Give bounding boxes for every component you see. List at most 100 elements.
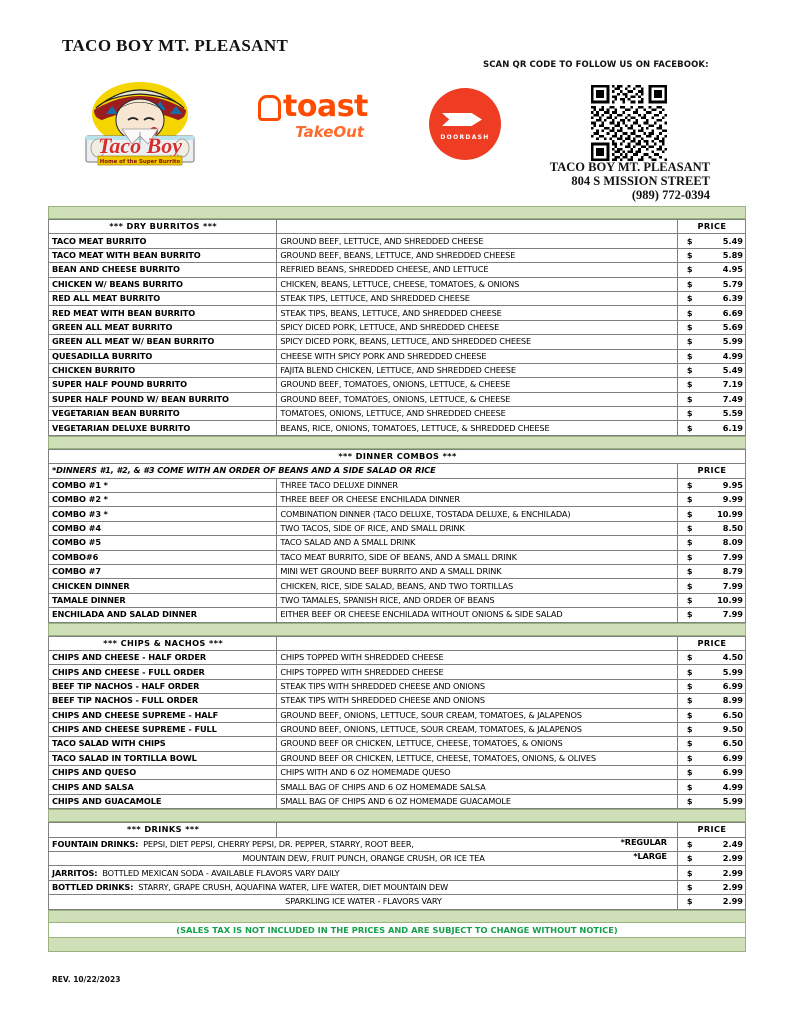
item-price: $9.50	[676, 721, 747, 738]
drink-row[interactable]: BOTTLED DRINKS: STARRY, GRAPE CRUSH, AQU…	[48, 879, 747, 896]
item-price: $5.69	[676, 319, 747, 336]
section-header-row: *** CHIPS & NACHOS *** PRICE	[47, 635, 747, 651]
item-description: STEAK TIPS, LETTUCE, AND SHREDDED CHEESE	[276, 290, 678, 307]
item-description: CHEESE WITH SPICY PORK AND SHREDDED CHEE…	[276, 348, 678, 364]
item-price: $2.99	[676, 894, 747, 910]
price-column-header: PRICE	[676, 218, 747, 235]
toast-takeout-logo: toast TakeOut	[258, 92, 368, 154]
menu-item-row[interactable]: CHICKEN BURRITO FAJITA BLEND CHICKEN, LET…	[47, 362, 747, 379]
menu-item-row[interactable]: CHIPS AND GUACAMOLE SMALL BAG OF CHIPS AN…	[47, 793, 747, 810]
menu-item-row[interactable]: VEGETARIAN DELUXE BURRITO BEANS, RICE, ON…	[47, 420, 747, 436]
menu-item-row[interactable]: BEEF TIP NACHOS - FULL ORDER STEAK TIPS W…	[47, 693, 747, 709]
drink-row[interactable]: MOUNTAIN DEW, FRUIT PUNCH, ORANGE CRUSH,…	[48, 851, 747, 867]
currency-symbol: $	[686, 881, 693, 892]
currency-symbol: $	[686, 379, 693, 390]
menu-item-row[interactable]: COMBO #2 * THREE BEEF OR CHEESE ENCHILADA…	[47, 492, 747, 508]
menu-item-row[interactable]: COMBO #1 * THREE TACO DELUXE DINNER $9.95	[47, 477, 747, 494]
menu-item-row[interactable]: BEAN AND CHEESE BURRITO REFRIED BEANS, SH…	[47, 262, 747, 278]
drink-category-label: BOTTLED DRINKS:	[52, 881, 134, 892]
item-name: SUPER HALF POUND W/ BEAN BURRITO	[47, 391, 278, 408]
currency-symbol: $	[686, 422, 693, 433]
currency-symbol: $	[686, 293, 693, 304]
scan-qr-label: SCAN QR CODE TO FOLLOW US ON FACEBOOK:	[483, 60, 709, 70]
page-header: TACO BOY MT. PLEASANT	[0, 0, 794, 205]
currency-symbol: $	[686, 393, 693, 404]
section-header-spacer	[276, 635, 678, 651]
price-column-header: PRICE	[676, 463, 747, 479]
menu-item-row[interactable]: QUESADILLA BURRITO CHEESE WITH SPICY PORK…	[47, 348, 747, 364]
currency-symbol: $	[686, 695, 693, 706]
toast-wordmark-row: toast	[258, 92, 368, 122]
menu-item-row[interactable]: GREEN ALL MEAT BURRITO SPICY DICED PORK, …	[47, 319, 747, 336]
drink-options: MOUNTAIN DEW, FRUIT PUNCH, ORANGE CRUSH,…	[242, 853, 485, 864]
drink-options: BOTTLED MEXICAN SODA - AVAILABLE FLAVORS…	[102, 867, 340, 878]
item-description: GROUND BEEF, BEANS, LETTUCE, AND SHREDDE…	[276, 247, 678, 264]
item-price: $4.95	[676, 262, 747, 278]
currency-symbol: $	[686, 408, 693, 419]
menu-item-row[interactable]: RED ALL MEAT BURRITO STEAK TIPS, LETTUCE,…	[47, 290, 747, 307]
item-description: CHICKEN, BEANS, LETTUCE, CHEESE, TOMATOE…	[276, 276, 678, 292]
item-description: TWO TAMALES, SPANISH RICE, AND ORDER OF …	[276, 592, 678, 609]
menu-item-row[interactable]: CHIPS AND SALSA SMALL BAG OF CHIPS AND 6 …	[47, 779, 747, 795]
item-name: TACO MEAT BURRITO	[47, 233, 278, 249]
menu-item-row[interactable]: TACO SALAD WITH CHIPS GROUND BEEF OR CHIC…	[47, 736, 747, 752]
currency-symbol: $	[686, 365, 693, 376]
item-description: THREE TACO DELUXE DINNER	[276, 477, 678, 494]
item-price: $4.50	[676, 649, 747, 666]
menu-item-row[interactable]: CHIPS AND CHEESE - HALF ORDER CHIPS TOPPE…	[47, 649, 747, 666]
drink-row[interactable]: FOUNTAIN DRINKS: PEPSI, DIET PEPSI, CHER…	[48, 836, 747, 853]
menu-item-row[interactable]: COMBO #4 TWO TACOS, SIDE OF RICE, AND SMA…	[47, 520, 747, 537]
drinks-section-table: *** DRINKS *** PRICE FOUNTAIN DRINKS: PEPS…	[47, 822, 747, 910]
menu-item-row[interactable]: VEGETARIAN BEAN BURRITO TOMATOES, ONIONS,…	[47, 406, 747, 422]
menu-item-row[interactable]: CHICKEN W/ BEANS BURRITO CHICKEN, BEANS, …	[47, 276, 747, 292]
menu-item-row[interactable]: SUPER HALF POUND W/ BEAN BURRITO GROUND B…	[47, 391, 747, 408]
menu-item-row[interactable]: SUPER HALF POUND BURRITO GROUND BEEF, TOM…	[47, 377, 747, 393]
drink-row[interactable]: SPARKLING ICE WATER - FLAVORS VARY $2.99	[48, 894, 747, 910]
revision-note: REV. 10/22/2023	[52, 975, 121, 984]
item-name: QUESADILLA BURRITO	[47, 348, 278, 364]
currency-symbol: $	[686, 709, 693, 720]
currency-symbol: $	[686, 494, 693, 505]
currency-symbol: $	[686, 666, 693, 677]
menu-item-row[interactable]: COMBO#6 TACO MEAT BURRITO, SIDE OF BEANS,…	[47, 549, 747, 565]
menu-item-row[interactable]: COMBO #5 TACO SALAD AND A SMALL DRINK $8.0…	[47, 535, 747, 551]
doordash-wordmark: DOORDASH	[440, 134, 490, 141]
menu-item-row[interactable]: ENCHILADA AND SALAD DINNER EITHER BEEF OR…	[47, 607, 747, 623]
item-description: SPICY DICED PORK, BEANS, LETTUCE, AND SH…	[276, 334, 678, 350]
phone-number: (989) 772-0394	[631, 188, 710, 202]
page-title: TACO BOY MT. PLEASANT	[62, 36, 289, 55]
currency-symbol: $	[686, 752, 693, 763]
drink-line: JARRITOS: BOTTLED MEXICAN SODA - AVAILAB…	[48, 865, 678, 881]
menu-item-row[interactable]: TACO MEAT BURRITO GROUND BEEF, LETTUCE, A…	[47, 233, 747, 249]
item-price: $4.99	[676, 779, 747, 795]
store-address: TACO BOY MT. PLEASANT 804 S MISSION STRE…	[420, 160, 710, 202]
menu-item-row[interactable]: GREEN ALL MEAT W/ BEAN BURRITO SPICY DICE…	[47, 334, 747, 350]
menu-item-row[interactable]: COMBO #7 MINI WET GROUND BEEF BURRITO AND…	[47, 563, 747, 580]
menu-item-row[interactable]: CHIPS AND CHEESE - FULL ORDER CHIPS TOPPE…	[47, 664, 747, 680]
menu-item-row[interactable]: BEEF TIP NACHOS - HALF ORDER STEAK TIPS W…	[47, 678, 747, 695]
currency-symbol: $	[686, 853, 693, 864]
svg-text:Taco Boy: Taco Boy	[98, 133, 182, 158]
item-name: COMBO #5	[47, 535, 278, 551]
currency-symbol: $	[686, 767, 693, 778]
menu-item-row[interactable]: RED MEAT WITH BEAN BURRITO STEAK TIPS, BE…	[47, 305, 747, 321]
item-description: SMALL BAG OF CHIPS AND 6 OZ HOMEMADE SAL…	[276, 779, 678, 795]
section-note: *DINNERS #1, #2, & #3 COME WITH AN ORDER…	[48, 463, 678, 479]
item-price: $6.39	[676, 290, 747, 307]
menu-item-row[interactable]: COMBO #3 * COMBINATION DINNER (TACO DELUX…	[47, 506, 747, 522]
item-price: $6.50	[676, 707, 747, 723]
item-price: $2.49	[676, 836, 747, 853]
menu-item-row[interactable]: CHICKEN DINNER CHICKEN, RICE, SIDE SALAD,…	[47, 578, 747, 594]
item-description: GROUND BEEF, TOMATOES, ONIONS, LETTUCE, …	[276, 377, 678, 393]
drink-row[interactable]: JARRITOS: BOTTLED MEXICAN SODA - AVAILAB…	[48, 865, 747, 881]
menu-item-row[interactable]: CHIPS AND CHEESE SUPREME - HALF GROUND BE…	[47, 707, 747, 723]
menu-item-row[interactable]: CHIPS AND QUESO CHIPS WITH AND 6 OZ HOMEM…	[47, 765, 747, 781]
menu-item-row[interactable]: TAMALE DINNER TWO TAMALES, SPANISH RICE, …	[47, 592, 747, 609]
menu-item-row[interactable]: CHIPS AND CHEESE SUPREME - FULL GROUND BE…	[47, 721, 747, 738]
menu-item-row[interactable]: TACO SALAD IN TORTILLA BOWL GROUND BEEF O…	[47, 750, 747, 767]
item-price: $2.99	[676, 851, 747, 867]
menu-item-row[interactable]: TACO MEAT WITH BEAN BURRITO GROUND BEEF, …	[47, 247, 747, 264]
address-line-1: TACO BOY MT. PLEASANT	[549, 160, 710, 174]
item-name: COMBO#6	[47, 549, 278, 565]
menu-body: *** DRY BURRITOS *** PRICE TACO MEAT BURRI…	[47, 206, 747, 952]
